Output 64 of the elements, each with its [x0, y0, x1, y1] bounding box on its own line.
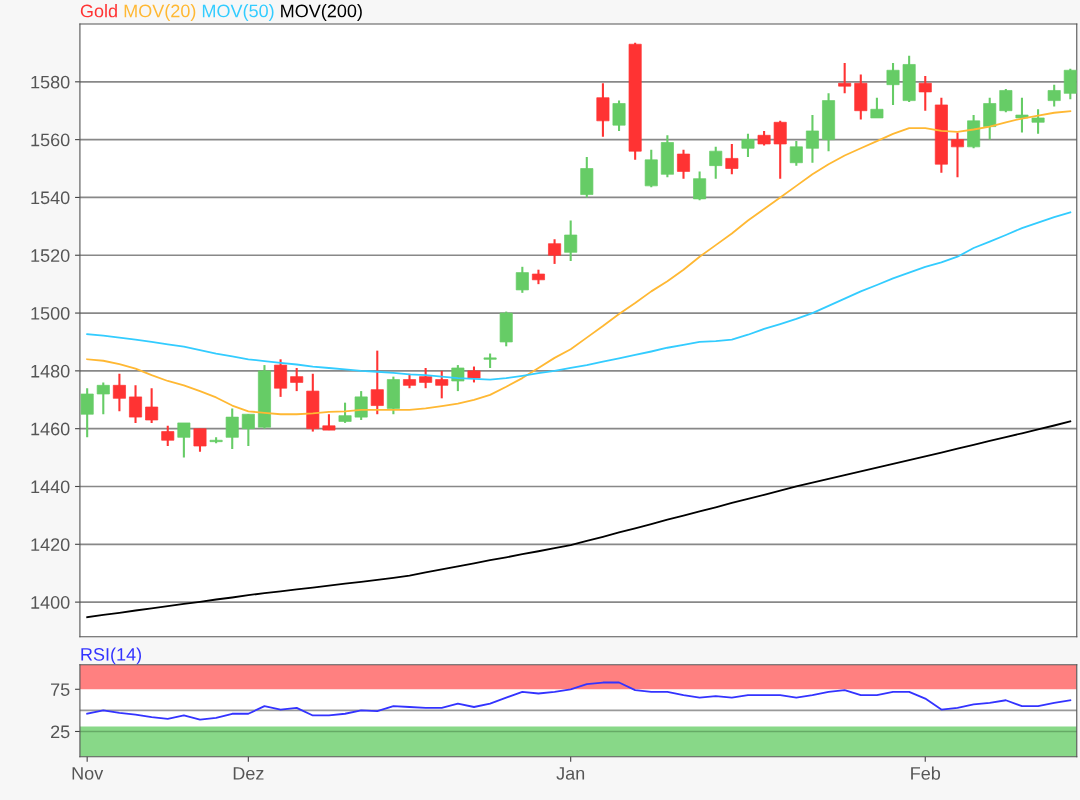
y-tick-label: 75 — [51, 683, 70, 696]
candlestick — [1063, 67, 1077, 101]
candlestick — [1047, 83, 1061, 108]
x-tick-label: Jan — [556, 767, 585, 780]
candlestick — [773, 119, 787, 180]
candlestick — [805, 114, 819, 164]
y-tick-label: 1480 — [31, 364, 70, 378]
text: Gold — [80, 4, 117, 18]
chart-title: RSI(14) — [81, 647, 142, 665]
y-tick-label: 1440 — [31, 480, 70, 494]
y-tick-label: 1460 — [31, 422, 70, 436]
text: MOV(50) — [202, 4, 274, 21]
candlestick — [435, 369, 449, 400]
candlestick — [177, 421, 191, 459]
x-tick-label: Dez — [233, 767, 264, 780]
candlestick — [612, 99, 626, 132]
x-tick-label: Nov — [72, 767, 104, 780]
candlestick — [709, 145, 723, 180]
candlestick — [145, 387, 159, 424]
candlestick — [290, 366, 304, 393]
candlestick — [1015, 96, 1029, 134]
line-series — [86, 681, 1072, 721]
candlestick — [161, 424, 175, 448]
candlestick — [870, 96, 884, 119]
y-tick-label: 25 — [51, 725, 70, 739]
candlestick — [838, 61, 852, 95]
y-tick-label: 1400 — [31, 596, 70, 609]
candlestick — [1031, 108, 1045, 135]
candlestick — [548, 238, 562, 265]
line-series — [86, 211, 1072, 381]
candlestick — [225, 407, 239, 450]
text: MOV(20) — [124, 4, 196, 21]
candlestick — [419, 366, 433, 390]
y-tick-label: 1500 — [31, 306, 70, 320]
candlestick — [129, 384, 142, 424]
candlestick — [983, 96, 997, 141]
y-tick-label: 1560 — [31, 133, 70, 147]
line-series — [86, 420, 1072, 619]
candlestick — [951, 131, 964, 179]
candlestick — [596, 82, 610, 138]
candlestick — [693, 170, 707, 202]
candlestick — [96, 381, 110, 416]
candlestick — [999, 88, 1013, 114]
candlestick — [112, 372, 126, 413]
y-tick-label: 1580 — [31, 75, 70, 89]
candlestick — [515, 265, 529, 294]
x-tick-label: Feb — [911, 766, 941, 780]
candlestick — [274, 358, 288, 398]
text: MOV(200) — [281, 4, 362, 21]
candlestick — [354, 390, 368, 422]
candlestick — [677, 148, 690, 180]
candlestick — [564, 219, 578, 263]
y-tick-label: 1540 — [31, 191, 70, 205]
candlestick — [886, 61, 900, 106]
candlestick — [918, 74, 932, 112]
candlestick — [338, 401, 352, 424]
y-tick-label: 1420 — [31, 538, 70, 552]
candlestick — [725, 142, 739, 176]
candlestick — [370, 349, 384, 416]
y-tick-label: 1520 — [31, 249, 70, 262]
candlestick — [241, 413, 255, 448]
candlestick — [193, 427, 207, 453]
candlestick — [789, 140, 803, 167]
candlestick — [741, 132, 755, 159]
